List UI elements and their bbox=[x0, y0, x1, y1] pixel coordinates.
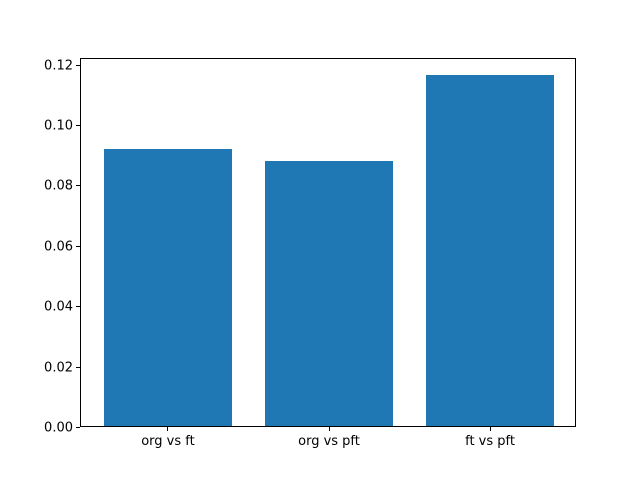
y-tick-label: 0.10 bbox=[44, 118, 73, 134]
x-tick-label: org vs ft bbox=[141, 434, 195, 449]
y-tick-label: 0.06 bbox=[44, 239, 73, 255]
x-tick-mark bbox=[489, 427, 491, 431]
y-tick-label: 0.08 bbox=[44, 178, 73, 194]
plot-area: 0.00 0.02 0.04 0.06 0.08 0.10 0.12 org vs ft org… bbox=[44, 58, 576, 449]
x-tick-label: ft vs pft bbox=[465, 434, 515, 449]
y-tick-label: 0.02 bbox=[44, 360, 73, 376]
x-tick-label: org vs pft bbox=[298, 434, 360, 449]
y-tick-mark bbox=[76, 64, 80, 66]
y-tick-label: 0.04 bbox=[44, 299, 73, 315]
bar-ft-vs-pft bbox=[425, 74, 555, 426]
y-tick-mark bbox=[76, 366, 80, 368]
y-tick-mark bbox=[76, 185, 80, 187]
y-tick-label: 0.00 bbox=[44, 420, 73, 436]
y-tick-mark bbox=[76, 306, 80, 308]
bar-org-vs-pft bbox=[264, 161, 394, 426]
y-tick-label: 0.12 bbox=[44, 58, 73, 74]
y-tick-mark bbox=[76, 427, 80, 428]
bar-org-vs-ft bbox=[103, 148, 233, 426]
y-tick-mark bbox=[76, 125, 80, 127]
x-tick-mark bbox=[167, 427, 169, 431]
y-tick-mark bbox=[76, 245, 80, 247]
x-tick-mark bbox=[328, 427, 330, 431]
